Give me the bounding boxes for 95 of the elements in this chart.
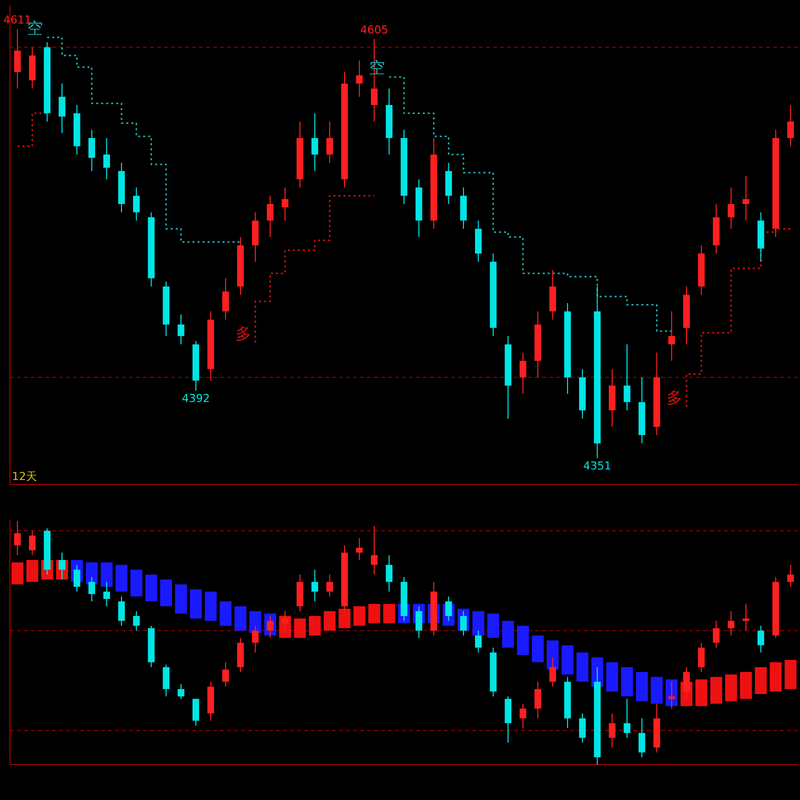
bar: [160, 579, 172, 606]
candlestick: [58, 83, 66, 134]
annotation: 多: [235, 324, 252, 343]
candlestick: [178, 684, 184, 700]
bar: [383, 604, 396, 624]
bar: [562, 645, 574, 674]
candlestick: [445, 596, 452, 622]
candlestick: [520, 703, 526, 729]
candlestick: [370, 525, 378, 576]
candlestick: [178, 314, 184, 345]
candlestick: [683, 666, 690, 700]
annotation: 4351: [583, 460, 612, 473]
candlestick: [88, 576, 96, 602]
candlestick: [712, 620, 720, 648]
candlestick: [266, 195, 274, 238]
annotation: 多: [666, 388, 682, 408]
bar: [190, 589, 202, 618]
annotation: 12天: [12, 470, 37, 483]
bar: [308, 616, 321, 636]
candlestick: [742, 175, 750, 222]
candlestick: [103, 138, 110, 180]
bar: [636, 672, 648, 702]
candlestick: [386, 554, 392, 592]
bar: [710, 676, 722, 704]
candlestick: [534, 681, 542, 719]
candlestick: [728, 610, 734, 636]
bar: [338, 608, 350, 628]
annotation: 4392: [182, 392, 210, 405]
candlestick: [28, 530, 36, 556]
bar: [502, 620, 514, 648]
bar: [606, 662, 618, 692]
bar: [234, 606, 246, 631]
bar: [11, 562, 24, 584]
bar: [487, 614, 500, 638]
candlestick: [356, 538, 363, 560]
bar: [145, 574, 158, 602]
bar: [294, 618, 306, 638]
candlestick: [787, 564, 794, 588]
candlestick: [311, 112, 318, 172]
candlestick: [14, 28, 21, 90]
bar: [784, 660, 797, 690]
candlestick: [757, 625, 764, 654]
bar: [650, 676, 663, 704]
bar: [26, 560, 38, 582]
candlestick: [282, 187, 288, 222]
bar: [368, 604, 380, 624]
candlestick: [520, 352, 526, 394]
candlestick: [326, 121, 334, 164]
candlestick: [624, 344, 630, 411]
candlestick: [728, 187, 734, 230]
candlestick: [668, 310, 675, 362]
candlestick: [474, 630, 482, 654]
candlestick: [103, 581, 110, 607]
candlestick: [252, 625, 259, 654]
bar: [220, 601, 232, 626]
bar: [754, 667, 767, 694]
candlestick: [192, 698, 200, 726]
candlestick: [579, 712, 586, 744]
bar: [100, 562, 113, 587]
candlestick: [549, 656, 556, 688]
candlestick: [326, 574, 334, 598]
candlestick: [14, 520, 21, 556]
candlestick: [133, 610, 140, 632]
candlestick: [787, 104, 794, 147]
bar: [621, 667, 633, 696]
candlestick: [162, 664, 170, 697]
bar: [576, 652, 588, 682]
bar: [130, 570, 142, 597]
candlestick: [74, 564, 80, 592]
annotation: 空: [27, 18, 44, 38]
bar: [204, 592, 217, 621]
candlestick: [356, 60, 363, 98]
bar: [175, 584, 187, 614]
bar: [353, 606, 366, 626]
candlestick: [282, 610, 288, 632]
bar: [116, 564, 128, 592]
bar: [725, 674, 738, 702]
bar: [770, 662, 782, 692]
candlestick: [698, 642, 705, 673]
candlestick: [311, 569, 318, 602]
candlestick: [133, 187, 140, 222]
candlestick: [624, 698, 630, 738]
bar: [324, 611, 336, 631]
bar: [740, 672, 752, 699]
candlestick: [222, 662, 229, 688]
bar: [516, 626, 529, 655]
candlestick: [88, 129, 96, 172]
candlestick: [638, 718, 646, 758]
candlestick: [222, 278, 229, 320]
candlestick: [118, 596, 125, 626]
bar: [695, 679, 708, 706]
bar: [532, 635, 544, 662]
candlestick: [608, 712, 616, 748]
candlestick: [742, 603, 750, 632]
annotation: 4605: [360, 23, 388, 36]
